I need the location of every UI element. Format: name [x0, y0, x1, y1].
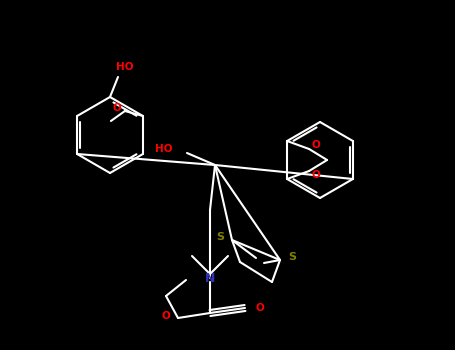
- Text: HO: HO: [156, 144, 173, 154]
- Text: N: N: [205, 272, 215, 285]
- Text: S: S: [288, 252, 296, 262]
- Text: S: S: [216, 232, 224, 242]
- Text: HO: HO: [116, 62, 133, 72]
- Text: O: O: [161, 311, 170, 321]
- Text: O: O: [255, 303, 264, 313]
- Text: O: O: [311, 170, 320, 180]
- Text: O: O: [311, 140, 320, 150]
- Text: O: O: [112, 103, 121, 113]
